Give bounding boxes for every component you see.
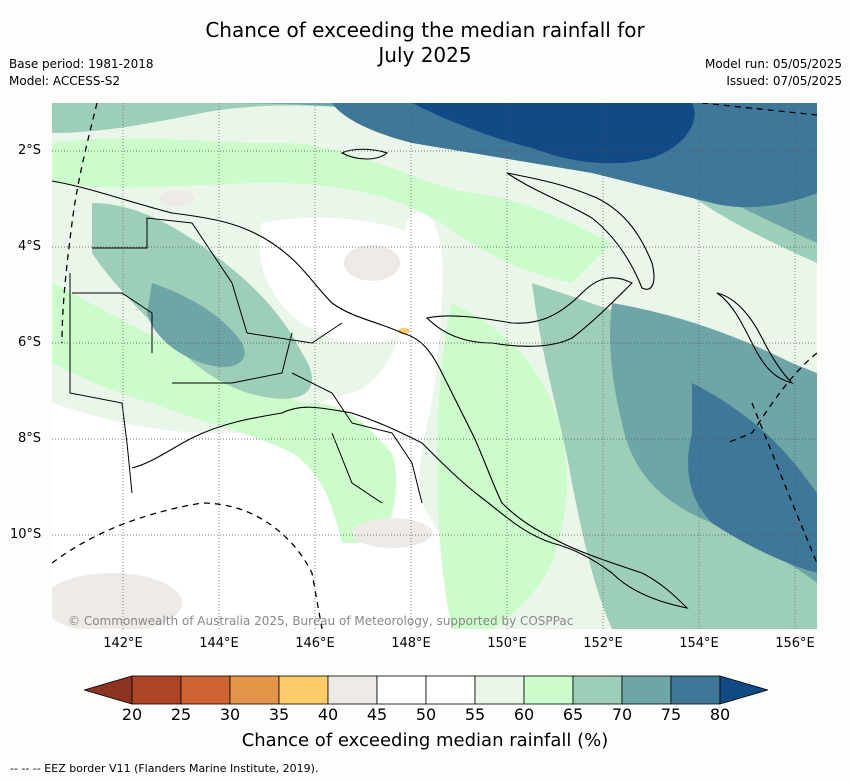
title-line-1: Chance of exceeding the median rainfall … [205, 18, 645, 42]
colorbar-segment [523, 675, 574, 705]
copyright-notice: © Commonwealth of Australia 2025, Bureau… [68, 614, 574, 628]
eez-borders [52, 103, 817, 629]
country-border [69, 273, 133, 494]
region-40-45-b [159, 190, 195, 206]
rainfall-map [52, 103, 817, 629]
lon-label-142e: 142°E [103, 636, 143, 651]
colorbar-segment [376, 675, 427, 705]
colorbar-over-arrow [719, 675, 768, 705]
colorbar-segment [474, 675, 525, 705]
model-run: Model run: 05/05/2025 [704, 57, 842, 71]
colorbar-title: Chance of exceeding median rainfall (%) [241, 730, 609, 751]
lon-label-150e: 150°E [487, 636, 527, 651]
region-40-45-d [352, 518, 432, 548]
lon-label-148e: 148°E [391, 636, 431, 651]
colorbar-segment [229, 675, 280, 705]
colorbar-tick-label: 25 [170, 705, 192, 724]
meta-right: Model run: 05/05/2025 Issued: 07/05/2025 [705, 56, 842, 90]
colorbar-tick-label: 75 [660, 705, 682, 724]
coastline-manus [340, 148, 389, 160]
coastline-bougainville [716, 292, 794, 385]
colorbar-tick-label: 55 [464, 705, 486, 724]
region-60-65-north [52, 138, 612, 283]
lon-label-152e: 152°E [583, 636, 623, 651]
region-65-70-west [92, 203, 312, 399]
colorbar-segment [425, 675, 476, 705]
lon-label-144e: 144°E [199, 636, 239, 651]
eez-legend: -- -- -- EEZ border V11 (Flanders Marine… [10, 762, 319, 775]
colorbar-tick-label: 20 [121, 705, 143, 724]
colorbar-tick-label: 65 [562, 705, 584, 724]
colorbar-tick-label: 50 [415, 705, 437, 724]
colorbar-tick-label: 60 [513, 705, 535, 724]
model-name: Model: ACCESS-S2 [9, 74, 121, 88]
region-over-80 [412, 103, 695, 164]
lat-label-2s: 2°S [18, 143, 42, 158]
colorbar-tick-label: 70 [611, 705, 633, 724]
colorbar-segment [621, 675, 672, 705]
colorbar-segment [180, 675, 231, 705]
issued-date: Issued: 07/05/2025 [726, 74, 842, 88]
colorbar-tick-label: 45 [366, 705, 388, 724]
colorbar-segment [327, 675, 378, 705]
region-75-80-east [688, 383, 817, 573]
lat-label-6s: 6°S [18, 335, 42, 350]
map-title: Chance of exceeding the median rainfall … [0, 18, 850, 68]
title-line-2: July 2025 [378, 43, 472, 67]
region-60-65-west [52, 283, 397, 543]
meta-left: Base period: 1981-2018 Model: ACCESS-S2 [9, 56, 154, 90]
coastline-new-guinea [52, 180, 689, 609]
colorbar-tick-label: 80 [709, 705, 731, 724]
colorbar-under-arrow [84, 675, 133, 705]
region-40-45-a [344, 245, 400, 281]
colorbar-tick-label: 35 [268, 705, 290, 724]
lon-label-146e: 146°E [295, 636, 335, 651]
colorbar-segment [278, 675, 329, 705]
lon-label-154e: 154°E [679, 636, 719, 651]
colorbar-segment [131, 675, 182, 705]
colorbar-tick-label: 30 [219, 705, 241, 724]
lon-label-156e: 156°E [775, 636, 815, 651]
coastline-new-ireland [506, 172, 655, 290]
colorbar-tick-label: 40 [317, 705, 339, 724]
province-borders [72, 217, 423, 504]
coastline-new-britain [425, 277, 633, 347]
lat-label-4s: 4°S [18, 239, 42, 254]
region-40-45-c [52, 573, 182, 629]
graticule [52, 103, 817, 629]
colorbar-segment [572, 675, 623, 705]
region-60-65-east [437, 303, 567, 629]
lat-label-8s: 8°S [18, 431, 42, 446]
region-70-75-west [147, 283, 245, 367]
colorbar [84, 675, 768, 705]
base-period: Base period: 1981-2018 [9, 57, 154, 71]
lat-label-10s: 10°S [10, 527, 42, 542]
colorbar-segment [670, 675, 721, 705]
